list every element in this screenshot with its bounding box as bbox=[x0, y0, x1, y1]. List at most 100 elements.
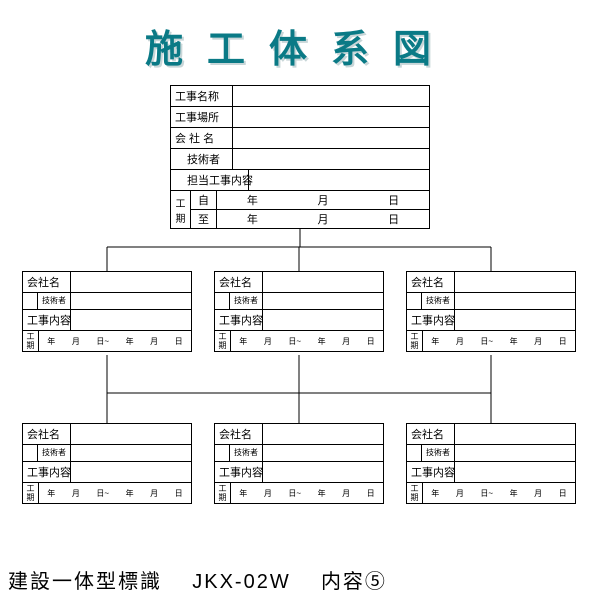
child-row: 技術者 bbox=[215, 445, 383, 462]
diagram-canvas: 工事名称工事場所会 社 名技術者担当工事内容工期自年月日至年月日会社名技術者工事… bbox=[0, 83, 600, 563]
field-label: 技術者 bbox=[421, 445, 455, 461]
top-box: 工事名称工事場所会 社 名技術者担当工事内容工期自年月日至年月日 bbox=[170, 85, 430, 229]
field-value bbox=[233, 128, 429, 148]
child-row: 技術者 bbox=[407, 445, 575, 462]
top-row: 工事名称 bbox=[171, 86, 429, 107]
period-dates: 年月日~年月日 bbox=[231, 331, 383, 351]
child-row: 技術者 bbox=[407, 293, 575, 310]
child-row: 会社名 bbox=[215, 424, 383, 445]
period-units: 年月日 bbox=[217, 191, 429, 209]
period-dates: 年月日~年月日 bbox=[423, 331, 575, 351]
field-label: 技術者 bbox=[421, 293, 455, 309]
child-row: 工事内容 bbox=[407, 310, 575, 331]
field-value bbox=[263, 310, 383, 330]
child-period-row: 工期年月日~年月日 bbox=[215, 331, 383, 351]
field-value bbox=[249, 170, 429, 190]
period-vertical-label: 工期 bbox=[407, 483, 423, 503]
child-period-row: 工期年月日~年月日 bbox=[23, 331, 191, 351]
period-vertical-label: 工期 bbox=[23, 331, 39, 351]
child-box: 会社名技術者工事内容工期年月日~年月日 bbox=[22, 423, 192, 504]
field-value bbox=[455, 310, 575, 330]
child-period-row: 工期年月日~年月日 bbox=[215, 483, 383, 503]
field-value bbox=[455, 293, 575, 309]
period-indicator: 自 bbox=[191, 191, 217, 209]
child-row: 技術者 bbox=[23, 445, 191, 462]
field-value bbox=[71, 424, 191, 444]
field-label: 技術者 bbox=[171, 149, 233, 169]
period-dates: 年月日~年月日 bbox=[39, 331, 191, 351]
field-label: 工事内容 bbox=[215, 462, 263, 482]
title-text: 施工体系図 bbox=[145, 29, 455, 71]
field-value bbox=[233, 86, 429, 106]
period-row: 自年月日 bbox=[191, 191, 429, 210]
page-title: 施工体系図 bbox=[0, 0, 600, 83]
field-label: 工事内容 bbox=[23, 462, 71, 482]
field-label: 技術者 bbox=[229, 293, 263, 309]
field-value bbox=[263, 462, 383, 482]
field-value bbox=[71, 445, 191, 461]
top-row: 技術者 bbox=[171, 149, 429, 170]
child-period-row: 工期年月日~年月日 bbox=[23, 483, 191, 503]
field-label: 技術者 bbox=[37, 445, 71, 461]
child-box: 会社名技術者工事内容工期年月日~年月日 bbox=[406, 423, 576, 504]
child-row: 会社名 bbox=[23, 272, 191, 293]
field-label: 工事名称 bbox=[171, 86, 233, 106]
top-row: 工事場所 bbox=[171, 107, 429, 128]
field-value bbox=[233, 149, 429, 169]
child-row: 技術者 bbox=[215, 293, 383, 310]
child-box: 会社名技術者工事内容工期年月日~年月日 bbox=[214, 271, 384, 352]
field-label: 工事内容 bbox=[23, 310, 71, 330]
child-row: 会社名 bbox=[215, 272, 383, 293]
caption: 建設一体型標識 JKX-02W 内容⑤ bbox=[8, 565, 387, 594]
field-label: 会社名 bbox=[215, 424, 263, 444]
period-vertical-label: 工期 bbox=[171, 191, 191, 228]
field-label: 会社名 bbox=[23, 272, 71, 292]
child-row: 工事内容 bbox=[215, 310, 383, 331]
top-row: 担当工事内容 bbox=[171, 170, 429, 191]
field-value bbox=[233, 107, 429, 127]
field-value bbox=[263, 424, 383, 444]
child-box: 会社名技術者工事内容工期年月日~年月日 bbox=[22, 271, 192, 352]
field-label: 技術者 bbox=[37, 293, 71, 309]
field-label: 工事内容 bbox=[215, 310, 263, 330]
child-row: 技術者 bbox=[23, 293, 191, 310]
caption-suffix: 内容⑤ bbox=[321, 571, 387, 593]
field-label: 会社名 bbox=[407, 272, 455, 292]
period-units: 年月日 bbox=[217, 210, 429, 228]
period-vertical-label: 工期 bbox=[23, 483, 39, 503]
field-label: 会社名 bbox=[23, 424, 71, 444]
field-value bbox=[71, 310, 191, 330]
period-indicator: 至 bbox=[191, 210, 217, 228]
child-period-row: 工期年月日~年月日 bbox=[407, 331, 575, 351]
child-row: 工事内容 bbox=[23, 310, 191, 331]
field-value bbox=[455, 445, 575, 461]
top-row: 会 社 名 bbox=[171, 128, 429, 149]
field-value bbox=[455, 424, 575, 444]
period-dates: 年月日~年月日 bbox=[39, 483, 191, 503]
field-label: 工事内容 bbox=[407, 310, 455, 330]
period-row: 至年月日 bbox=[191, 210, 429, 228]
period-vertical-label: 工期 bbox=[215, 331, 231, 351]
field-value bbox=[455, 272, 575, 292]
field-value bbox=[455, 462, 575, 482]
field-label: 会社名 bbox=[215, 272, 263, 292]
child-row: 工事内容 bbox=[407, 462, 575, 483]
field-label: 会 社 名 bbox=[171, 128, 233, 148]
caption-code: JKX-02W bbox=[192, 571, 290, 593]
caption-prefix: 建設一体型標識 bbox=[8, 571, 162, 593]
field-label: 担当工事内容 bbox=[171, 170, 249, 190]
period-vertical-label: 工期 bbox=[215, 483, 231, 503]
field-value bbox=[71, 462, 191, 482]
field-label: 会社名 bbox=[407, 424, 455, 444]
field-label: 技術者 bbox=[229, 445, 263, 461]
child-period-row: 工期年月日~年月日 bbox=[407, 483, 575, 503]
field-value bbox=[263, 272, 383, 292]
field-value bbox=[71, 293, 191, 309]
period-dates: 年月日~年月日 bbox=[423, 483, 575, 503]
child-row: 工事内容 bbox=[215, 462, 383, 483]
field-label: 工事場所 bbox=[171, 107, 233, 127]
child-row: 工事内容 bbox=[23, 462, 191, 483]
period-dates: 年月日~年月日 bbox=[231, 483, 383, 503]
field-value bbox=[71, 272, 191, 292]
child-row: 会社名 bbox=[407, 424, 575, 445]
